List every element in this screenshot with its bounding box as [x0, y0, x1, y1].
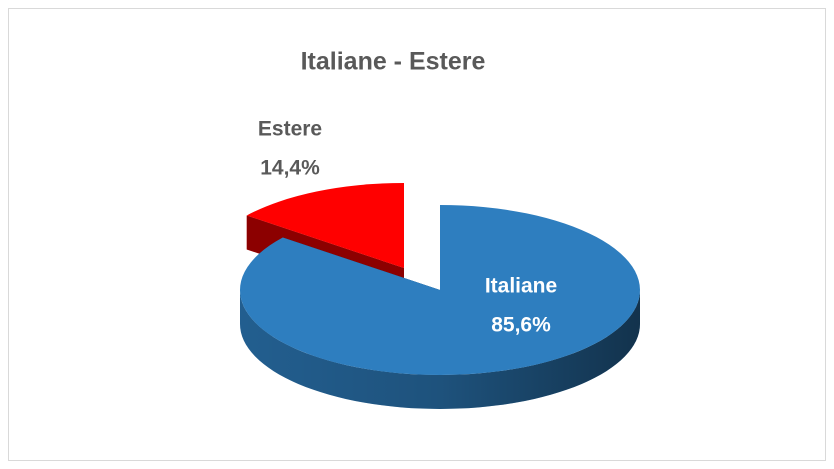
data-label-value: 14,4%	[260, 157, 320, 180]
chart-title: Italiane - Estere	[301, 48, 486, 76]
data-label-category: Estere	[258, 118, 322, 141]
slice	[246, 183, 404, 268]
data-label-category: Italiane	[485, 275, 557, 298]
slice-side-shade	[240, 290, 640, 409]
data-labels: Italiane 85,6% Estere 14,4%	[258, 118, 557, 337]
slice	[239, 205, 640, 375]
pie	[239, 183, 640, 409]
data-label-value: 85,6%	[491, 314, 551, 337]
